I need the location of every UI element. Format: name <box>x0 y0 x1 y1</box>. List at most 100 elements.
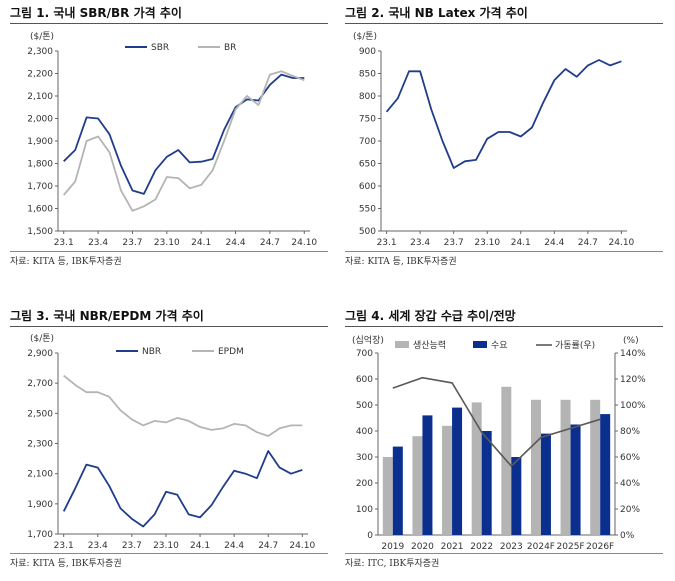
y-tick-label: 900 <box>359 47 376 57</box>
bar-demand <box>422 415 433 535</box>
bar-demand <box>481 431 492 535</box>
x-tick-label: 2025F <box>557 542 585 552</box>
x-tick-label: 24.7 <box>578 238 598 248</box>
figure-1-source: 자료: KITA 등, IBK투자증권 <box>10 257 122 267</box>
y-tick-label: 1,800 <box>27 160 53 170</box>
x-tick-label: 24.10 <box>289 541 315 551</box>
figure-3: 그림 3. 국내 NBR/EPDM 가격 추이 ($/톤) 1,700 1,900 2… <box>10 307 330 577</box>
figure-1-title-rule <box>10 23 328 24</box>
legend-label-utilization: 가동률(우) <box>555 340 595 351</box>
bar-capacity <box>560 399 571 535</box>
y-axis-unit-label: ($/톤) <box>353 31 377 42</box>
y-tick-label: 700 <box>359 137 376 147</box>
x-tick-label: 24.4 <box>224 541 244 551</box>
x-tick-label: 23.1 <box>54 541 74 551</box>
figure-1: 그림 1. 국내 SBR/BR 가격 추이 ($/톤) 1,500 1,600 1,7… <box>10 4 330 274</box>
series-line-br <box>63 70 305 212</box>
right-tick-label: 100% <box>620 401 646 411</box>
right-tick-label: 80% <box>620 427 640 437</box>
series-line-nb-latex <box>385 59 622 169</box>
bar-demand <box>452 407 463 535</box>
bar-demand <box>570 424 581 535</box>
figure-2: 그림 2. 국내 NB Latex 가격 추이 ($/톤) 500 550 600 65… <box>345 4 665 274</box>
x-tick-label: 24.1 <box>511 238 531 248</box>
right-tick-label: 40% <box>620 479 640 489</box>
series-line-nbr <box>62 450 303 528</box>
legend-label-capacity: 생산능력 <box>413 339 446 351</box>
x-tick-label: 24.4 <box>544 238 564 248</box>
figure-4-source-rule <box>345 553 663 554</box>
series-line-sbr <box>63 73 305 195</box>
y-tick-label: 650 <box>359 160 376 170</box>
bar-capacity <box>382 457 393 535</box>
figure-4-title: 그림 4. 세계 장갑 수급 추이/전망 <box>345 309 516 323</box>
figure-4-title-rule <box>345 326 663 327</box>
right-tick-label: 120% <box>620 375 646 385</box>
x-tick-label: 23.10 <box>154 238 180 248</box>
bar-demand <box>392 446 403 535</box>
figure-1-chart: ($/톤) 1,500 1,600 1,700 1,800 1,900 2,000 2,100… <box>27 31 317 248</box>
left-tick-label: 600 <box>356 375 373 385</box>
bar-capacity <box>442 425 453 535</box>
legend-label-demand: 수요 <box>491 340 508 351</box>
y-axis-unit-label: ($/톤) <box>30 31 54 42</box>
legend-swatch-demand <box>473 341 487 348</box>
x-tick-label: 24.10 <box>291 238 317 248</box>
x-tick-label: 2019 <box>381 542 404 552</box>
figure-2-source: 자료: KITA 등, IBK투자증권 <box>345 257 457 267</box>
figure-4-source: 자료: ITC, IBK투자증권 <box>345 559 440 569</box>
bar-capacity <box>530 399 541 535</box>
y-tick-label: 1,900 <box>27 500 53 510</box>
x-tick-label: 24.10 <box>609 238 635 248</box>
x-tick-label: 2026F <box>586 542 614 552</box>
left-tick-label: 500 <box>356 401 373 411</box>
right-tick-label: 20% <box>620 505 640 515</box>
y-tick-label: 850 <box>359 70 376 80</box>
left-tick-label: 700 <box>356 349 373 359</box>
bar-demand <box>511 457 522 535</box>
y-tick-label: 500 <box>359 227 376 237</box>
figure-4-chart: (십억장) (%) 0 100 200 300 400 500 600 700 0% 20% 40% 60… <box>352 334 646 552</box>
series-line-epdm <box>63 374 303 437</box>
figure-3-title: 그림 3. 국내 NBR/EPDM 가격 추이 <box>10 309 204 323</box>
figure-3-chart: ($/톤) 1,700 1,900 2,100 2,300 2,500 2,700 2,900… <box>27 333 315 551</box>
y-tick-label: 1,700 <box>27 530 53 540</box>
left-tick-label: 0 <box>367 531 373 541</box>
figure-3-title-rule <box>10 326 328 327</box>
y-tick-label: 2,100 <box>27 470 53 480</box>
x-tick-label: 23.1 <box>377 238 397 248</box>
right-axis-unit-label: (%) <box>623 336 639 346</box>
y-tick-label: 2,000 <box>27 115 53 125</box>
figure-2-title: 그림 2. 국내 NB Latex 가격 추이 <box>345 6 528 20</box>
right-tick-label: 0% <box>620 531 635 541</box>
x-tick-label: 23.10 <box>474 238 500 248</box>
y-tick-label: 1,500 <box>27 227 53 237</box>
x-tick-label: 24.1 <box>191 238 211 248</box>
legend-label-sbr: SBR <box>151 43 169 53</box>
x-tick-label: 23.4 <box>88 238 108 248</box>
x-tick-label: 23.7 <box>444 238 464 248</box>
x-tick-label: 2021 <box>441 542 464 552</box>
x-tick-label: 2023 <box>500 542 523 552</box>
y-tick-label: 2,900 <box>27 349 53 359</box>
y-tick-label: 2,300 <box>27 440 53 450</box>
x-tick-label: 2022 <box>470 542 493 552</box>
x-tick-label: 24.7 <box>260 238 280 248</box>
figure-2-source-rule <box>345 251 663 252</box>
bar-demand <box>540 433 551 535</box>
x-tick-label: 23.1 <box>54 238 74 248</box>
y-tick-label: 800 <box>359 92 376 102</box>
y-tick-label: 550 <box>359 205 376 215</box>
y-tick-label: 1,700 <box>27 182 53 192</box>
series-line-utilization <box>392 376 601 468</box>
legend-label-epdm: EPDM <box>218 347 244 357</box>
legend-swatch-capacity <box>395 341 409 348</box>
x-tick-label: 24.7 <box>258 541 278 551</box>
x-tick-label: 23.4 <box>88 541 108 551</box>
x-tick-label: 2020 <box>411 542 434 552</box>
x-tick-label: 23.7 <box>122 238 142 248</box>
y-tick-label: 1,900 <box>27 137 53 147</box>
left-tick-label: 200 <box>356 479 373 489</box>
y-axis-unit-label: ($/톤) <box>30 333 54 344</box>
bar-capacity <box>412 436 423 535</box>
